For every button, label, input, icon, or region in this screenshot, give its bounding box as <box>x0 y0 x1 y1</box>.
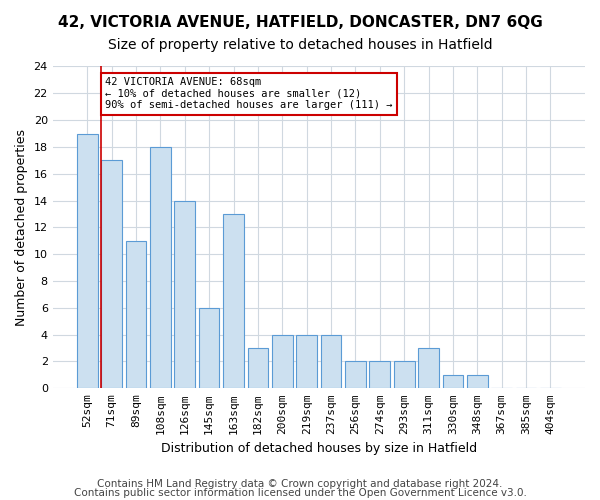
Bar <box>223 214 244 388</box>
Bar <box>248 348 268 389</box>
Bar <box>101 160 122 388</box>
Text: Contains HM Land Registry data © Crown copyright and database right 2024.: Contains HM Land Registry data © Crown c… <box>97 479 503 489</box>
Bar <box>394 362 415 388</box>
Bar <box>175 200 195 388</box>
Bar <box>296 334 317 388</box>
Bar <box>370 362 390 388</box>
Bar <box>199 308 220 388</box>
Bar <box>418 348 439 389</box>
Bar <box>125 241 146 388</box>
Bar <box>467 375 488 388</box>
Text: Contains public sector information licensed under the Open Government Licence v3: Contains public sector information licen… <box>74 488 526 498</box>
Bar <box>345 362 366 388</box>
Bar <box>272 334 293 388</box>
Bar <box>320 334 341 388</box>
Text: 42 VICTORIA AVENUE: 68sqm
← 10% of detached houses are smaller (12)
90% of semi-: 42 VICTORIA AVENUE: 68sqm ← 10% of detac… <box>105 77 392 110</box>
Text: 42, VICTORIA AVENUE, HATFIELD, DONCASTER, DN7 6QG: 42, VICTORIA AVENUE, HATFIELD, DONCASTER… <box>58 15 542 30</box>
Bar <box>443 375 463 388</box>
X-axis label: Distribution of detached houses by size in Hatfield: Distribution of detached houses by size … <box>161 442 477 455</box>
Text: Size of property relative to detached houses in Hatfield: Size of property relative to detached ho… <box>107 38 493 52</box>
Y-axis label: Number of detached properties: Number of detached properties <box>15 129 28 326</box>
Bar <box>77 134 98 388</box>
Bar <box>150 147 171 388</box>
